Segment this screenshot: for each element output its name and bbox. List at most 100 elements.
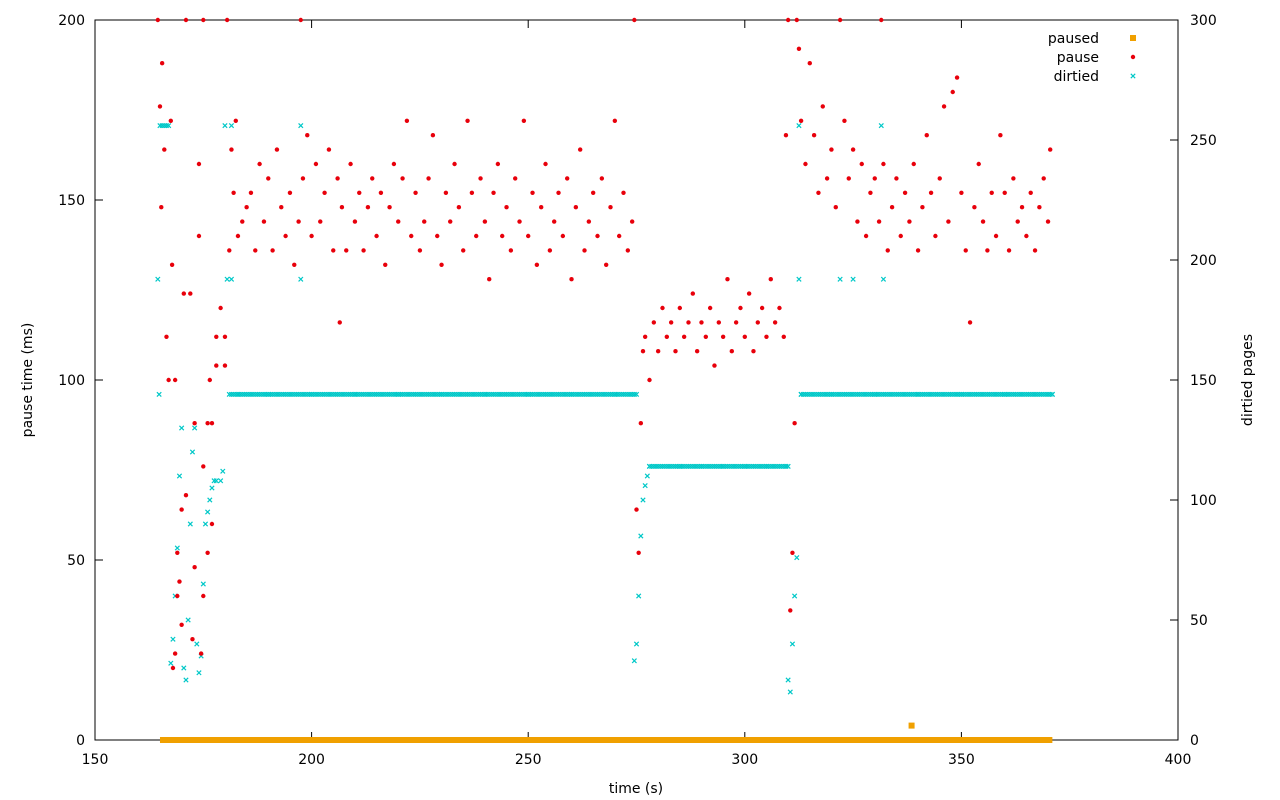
pause-point bbox=[556, 190, 561, 195]
pause-point bbox=[894, 176, 899, 181]
pause-point bbox=[746, 291, 752, 296]
pause-point bbox=[751, 349, 756, 354]
pause-point bbox=[872, 176, 877, 181]
pause-point bbox=[196, 161, 202, 167]
pause-point bbox=[807, 61, 812, 66]
dirtied-point bbox=[189, 449, 196, 455]
pause-point bbox=[201, 593, 206, 599]
pause-point bbox=[439, 262, 444, 267]
pause-point bbox=[482, 219, 488, 224]
dirtied-point bbox=[308, 391, 315, 398]
pause-point bbox=[357, 190, 362, 195]
pause-point bbox=[790, 550, 795, 555]
pause-point bbox=[833, 205, 838, 210]
pause-point bbox=[261, 219, 267, 224]
pause-point bbox=[244, 205, 249, 210]
pause-point bbox=[660, 305, 665, 311]
dirtied-point bbox=[298, 122, 304, 129]
pause-point bbox=[1019, 205, 1025, 210]
pause-point bbox=[963, 248, 968, 253]
pause-point bbox=[248, 190, 254, 195]
pause-point bbox=[175, 593, 180, 599]
pause-point bbox=[190, 637, 195, 642]
dirtied-point bbox=[205, 509, 211, 515]
dirtied-point bbox=[646, 463, 653, 470]
pause-point bbox=[742, 334, 747, 339]
legend-marker bbox=[1130, 54, 1136, 60]
dirtied-point bbox=[192, 425, 198, 431]
pause-point bbox=[456, 205, 462, 210]
dirtied-point bbox=[568, 391, 575, 398]
pause-point bbox=[673, 349, 678, 354]
y-tick-label: 200 bbox=[58, 13, 85, 29]
pause-point bbox=[348, 161, 353, 167]
pause-point bbox=[959, 190, 964, 195]
pause-point bbox=[794, 17, 799, 23]
pause-point bbox=[337, 320, 342, 325]
pause-point bbox=[192, 565, 197, 570]
dirtied-point bbox=[265, 391, 271, 398]
pause-point bbox=[993, 233, 999, 239]
pause-point bbox=[781, 334, 786, 339]
pause-point bbox=[209, 421, 215, 426]
pause-point bbox=[253, 248, 258, 253]
y-axis-right: 0 50 100 150 200 250 300 bbox=[1170, 13, 1217, 749]
pause-point bbox=[404, 118, 410, 124]
dirtied-point bbox=[720, 463, 726, 470]
pause-point bbox=[681, 334, 687, 339]
dirtied-point bbox=[200, 581, 206, 587]
dirtied-point bbox=[677, 463, 683, 470]
pause-point bbox=[1011, 176, 1016, 181]
dirtied-point bbox=[796, 122, 802, 129]
pause-point bbox=[920, 205, 925, 210]
dirtied-point bbox=[878, 122, 884, 129]
pause-point bbox=[538, 205, 544, 210]
dirtied-point bbox=[187, 521, 193, 527]
y2-axis-label: dirtied pages bbox=[1240, 334, 1256, 426]
x-tick-label: 250 bbox=[515, 752, 542, 768]
pause-point bbox=[266, 176, 271, 181]
pause-point bbox=[577, 147, 583, 152]
pause-point bbox=[846, 176, 851, 181]
pause-point bbox=[547, 248, 553, 253]
pause-point bbox=[668, 320, 674, 325]
pause-point bbox=[703, 334, 709, 339]
dirtied-point bbox=[174, 545, 180, 551]
pause-point bbox=[222, 334, 228, 339]
pause-point bbox=[222, 363, 228, 368]
pause-point bbox=[169, 262, 175, 267]
dirtied-point bbox=[228, 276, 235, 282]
dirtied-point bbox=[787, 689, 793, 695]
x-axis-label: time (s) bbox=[609, 781, 663, 797]
pause-point bbox=[426, 176, 431, 181]
pause-point bbox=[582, 248, 587, 253]
pause-point bbox=[946, 219, 951, 224]
dirtied-point bbox=[640, 497, 646, 503]
pause-point bbox=[526, 233, 531, 239]
pause-point bbox=[889, 205, 895, 210]
dirtied-point bbox=[220, 468, 226, 474]
y2-tick-label: 50 bbox=[1190, 613, 1208, 629]
pause-point bbox=[707, 305, 713, 311]
dirtied-point bbox=[794, 554, 800, 561]
pause-point bbox=[365, 205, 371, 210]
pause-point bbox=[816, 190, 821, 195]
pause-point bbox=[842, 118, 847, 124]
pause-point bbox=[551, 219, 557, 224]
dirtied-point bbox=[207, 497, 213, 503]
dirtied-point bbox=[1049, 391, 1055, 398]
plot-frame bbox=[94, 19, 1179, 741]
pause-point bbox=[400, 176, 405, 181]
pause-point bbox=[422, 219, 427, 224]
dirtied-point bbox=[185, 617, 191, 623]
pause-point bbox=[378, 190, 384, 195]
pause-point bbox=[495, 161, 501, 167]
pause-point bbox=[632, 17, 637, 23]
pause-point bbox=[796, 46, 802, 51]
pause-point bbox=[879, 17, 884, 23]
pause-point bbox=[274, 147, 280, 152]
pause-point bbox=[759, 305, 765, 311]
pause-point bbox=[201, 17, 206, 23]
pause-point bbox=[198, 651, 204, 656]
pause-point bbox=[954, 75, 960, 80]
